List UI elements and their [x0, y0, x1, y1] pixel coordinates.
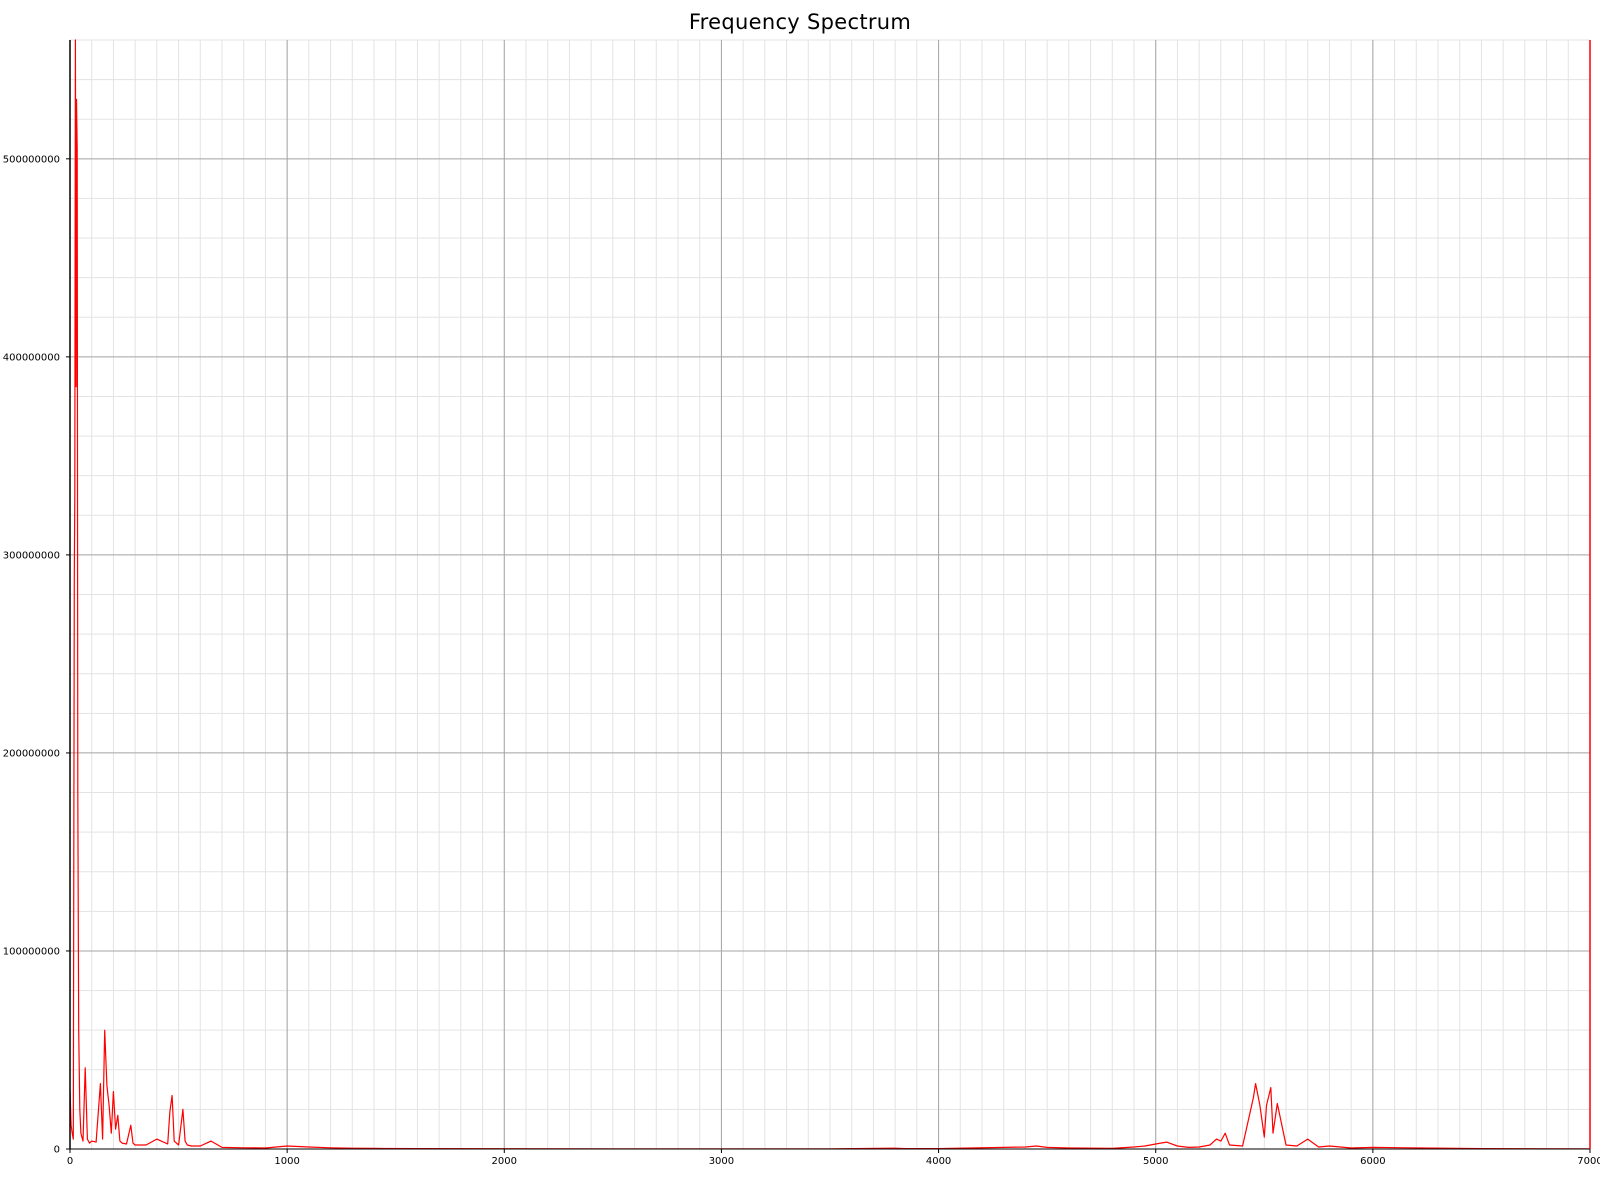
y-tick-label: 200000000 [3, 748, 60, 759]
chart-title: Frequency Spectrum [688, 10, 912, 34]
y-tick-label: 100000000 [3, 946, 60, 957]
y-tick-label: 300000000 [3, 550, 60, 561]
x-tick-label: 1000 [274, 1156, 299, 1167]
x-tick-label: 7000 [1577, 1156, 1600, 1167]
x-tick-label: 6000 [1360, 1156, 1385, 1167]
x-tick-label: 4000 [926, 1156, 951, 1167]
x-tick-label: 2000 [492, 1156, 517, 1167]
x-tick-label: 3000 [709, 1156, 734, 1167]
y-tick-label: 500000000 [3, 154, 60, 165]
series-line-0 [69, 39, 1591, 1150]
x-tick-label: 0 [67, 1156, 73, 1167]
y-tick-label: 0 [54, 1145, 60, 1156]
x-tick-label: 5000 [1143, 1156, 1168, 1167]
y-tick-label: 400000000 [3, 352, 60, 363]
